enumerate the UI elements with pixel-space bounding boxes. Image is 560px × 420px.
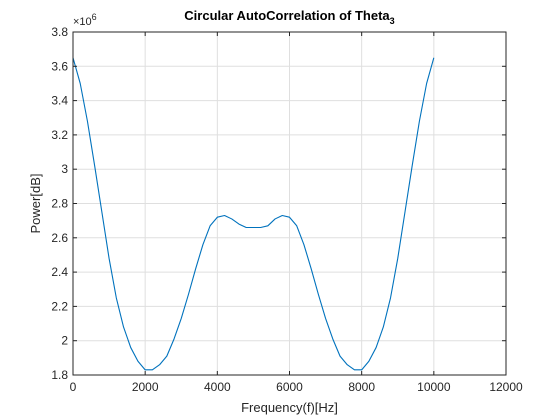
x-tick-label: 6000	[276, 380, 303, 394]
x-tick-label: 2000	[132, 380, 159, 394]
y-tick-label: 3	[61, 162, 68, 176]
y-tick-label: 3.2	[51, 128, 68, 142]
y-tick-label: 2.8	[51, 197, 68, 211]
y-exponent-power: 6	[92, 12, 97, 22]
series-group	[72, 57, 435, 371]
chart-title-subscript: 3	[390, 16, 395, 26]
y-tick-label: 3.8	[51, 25, 68, 39]
y-tick-label: 3.4	[51, 94, 68, 108]
tick-labels: 0 2000 4000 6000 8000 10000 12000 1.8 2 2.2 2.4 2.6…	[51, 25, 523, 394]
x-tick-label: 4000	[204, 380, 231, 394]
series-line	[72, 57, 435, 371]
x-axis-label: Frequency(f)[Hz]	[241, 400, 338, 415]
y-axis-exponent: ×106	[73, 12, 97, 28]
y-tick-label: 2.2	[51, 299, 68, 313]
y-tick-label: 1.8	[51, 368, 68, 382]
chart-title: Circular AutoCorrelation of Theta3	[184, 8, 394, 26]
x-tick-label: 0	[70, 380, 77, 394]
axes	[72, 31, 507, 376]
grid-lines	[72, 31, 507, 376]
x-tick-label: 8000	[348, 380, 375, 394]
x-tick-label: 10000	[417, 380, 451, 394]
y-tick-label: 3.6	[51, 59, 68, 73]
y-axis-label: Power[dB]	[28, 174, 43, 234]
chart-title-main: Circular AutoCorrelation of Theta	[184, 8, 390, 23]
y-tick-label: 2.4	[51, 265, 68, 279]
y-tick-label: 2.6	[51, 231, 68, 245]
y-exponent-base: ×10	[73, 16, 92, 28]
x-tick-label: 12000	[489, 380, 523, 394]
y-tick-label: 2	[61, 334, 68, 348]
